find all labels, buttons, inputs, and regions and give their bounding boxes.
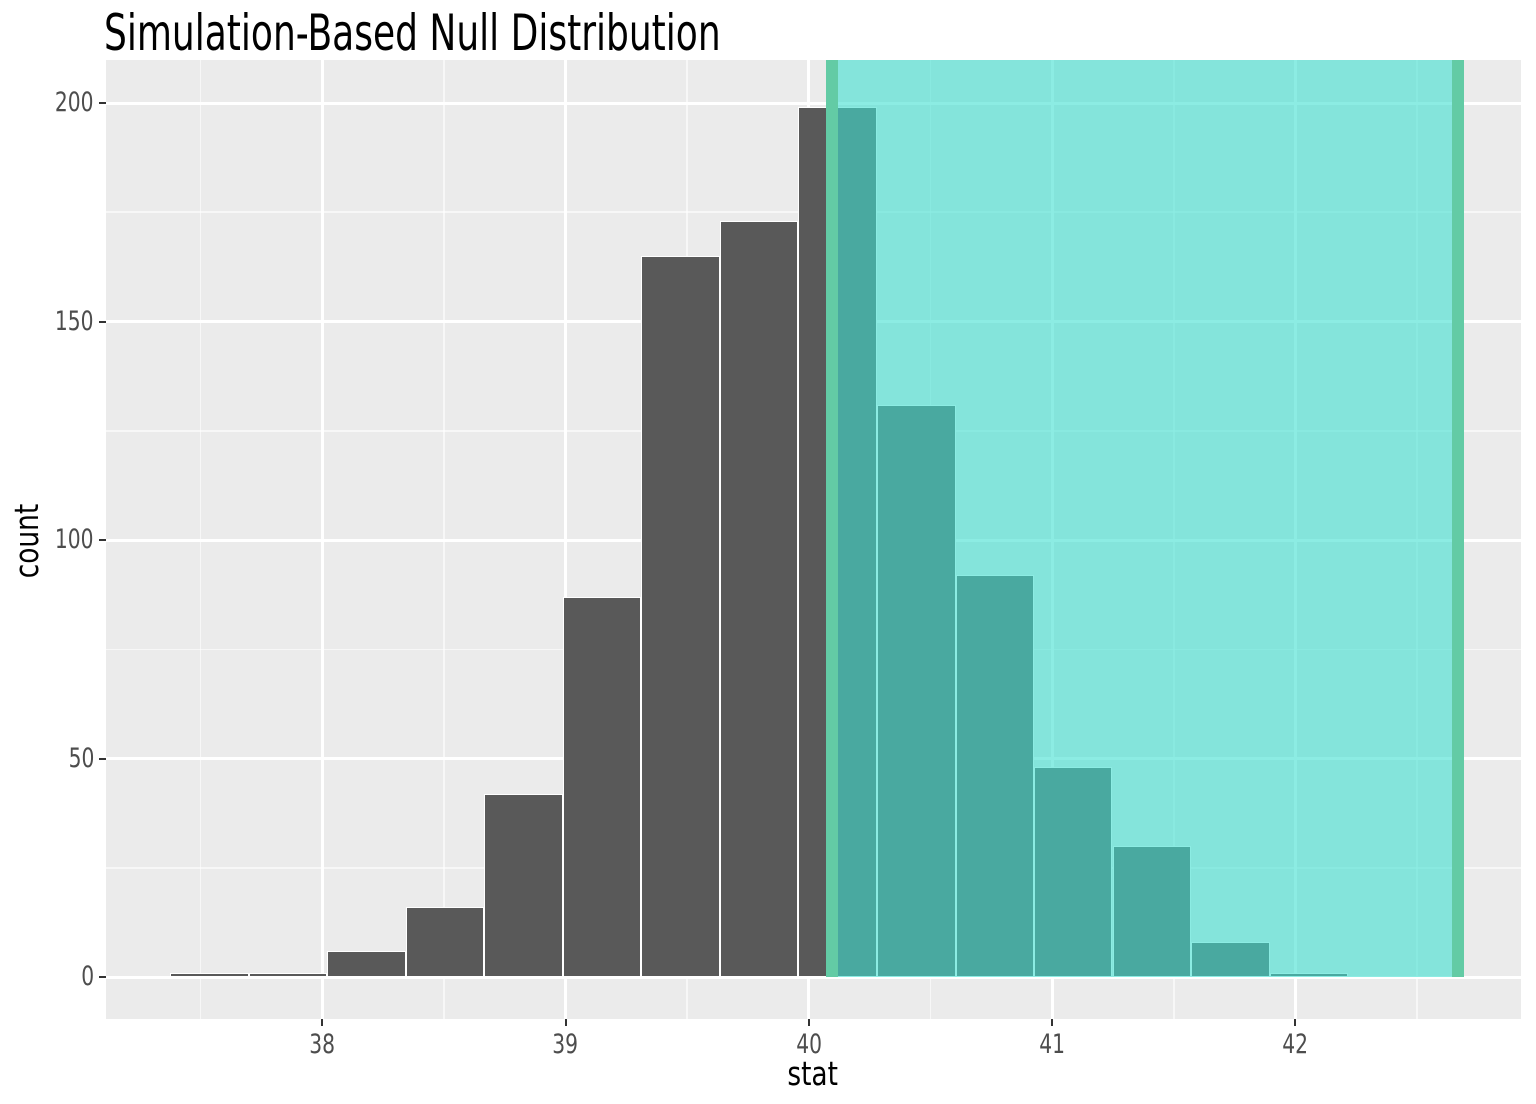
y-tick-mark	[99, 757, 106, 760]
histogram-bar	[562, 596, 642, 978]
histogram-bar	[641, 256, 720, 978]
x-tick-mark	[807, 1019, 810, 1026]
x-tick-label-text: 41	[1039, 1029, 1066, 1060]
shade-boundary-line	[826, 60, 839, 978]
y-tick-mark	[99, 976, 106, 979]
y-tick-label-text: 200	[55, 87, 94, 118]
x-tick-label-text: 38	[309, 1029, 336, 1060]
x-tick-label: 40	[769, 1030, 849, 1060]
x-tick-label-text: 42	[1282, 1029, 1309, 1060]
y-tick-label: 100	[20, 525, 94, 555]
x-tick-mark	[1294, 1019, 1297, 1026]
plot-panel	[106, 60, 1521, 1019]
plot-title: Simulation-Based Null Distribution	[104, 4, 721, 62]
y-tick-label-text: 50	[68, 742, 94, 774]
y-tick-label: 150	[20, 305, 94, 337]
y-major-gridline	[106, 975, 1521, 979]
histogram-bar	[405, 907, 485, 978]
x-tick-label: 42	[1255, 1030, 1335, 1060]
x-tick-mark	[1051, 1019, 1054, 1026]
y-tick-label-text: 100	[55, 524, 94, 556]
x-tick-mark	[321, 1019, 324, 1026]
histogram-bar	[484, 793, 563, 978]
shade-region	[832, 60, 1458, 978]
y-tick-label: 200	[20, 88, 94, 118]
x-tick-label: 41	[1012, 1030, 1092, 1060]
y-tick-mark	[99, 320, 106, 323]
shade-boundary-line	[1451, 60, 1464, 978]
x-axis-title: stat	[733, 1056, 893, 1092]
x-tick-label-text: 39	[552, 1029, 579, 1060]
y-tick-mark	[99, 102, 106, 104]
x-tick-label: 38	[282, 1030, 362, 1060]
x-tick-label: 39	[526, 1030, 606, 1060]
y-tick-label: 0	[20, 962, 94, 992]
histogram-bar	[327, 951, 406, 978]
y-axis-title: count	[7, 484, 46, 598]
histogram-bar	[248, 972, 328, 978]
x-axis-title-text: stat	[787, 1054, 839, 1093]
histogram-bar	[719, 221, 799, 978]
x-tick-mark	[564, 1019, 567, 1026]
x-tick-label-text: 40	[795, 1029, 822, 1060]
y-tick-label-text: 0	[81, 961, 94, 993]
y-tick-label-text: 150	[55, 305, 94, 337]
y-axis-title-text: count	[7, 503, 46, 579]
y-tick-mark	[99, 539, 106, 542]
y-tick-label: 50	[20, 742, 94, 774]
histogram-bar	[169, 972, 249, 978]
y-major-gridline	[106, 101, 1521, 105]
